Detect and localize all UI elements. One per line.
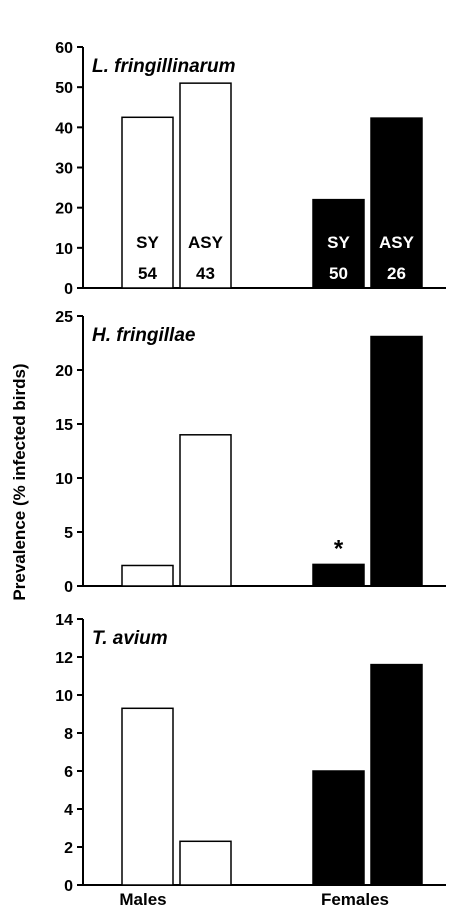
y-tick-label: 12 [55, 650, 73, 667]
bar-age-label: ASY [188, 233, 224, 252]
chart-panel-3: 0 2 4 6 8 10 12 14 T. avium [55, 612, 446, 895]
bar-males-sy [121, 564, 174, 587]
panel-title: H. fringillae [92, 325, 196, 346]
y-tick-label: 4 [64, 802, 73, 819]
bar-age-label: SY [136, 233, 159, 252]
bar-females-sy [312, 563, 365, 587]
bar-age-label: ASY [379, 233, 415, 252]
y-tick-label: 25 [55, 309, 73, 326]
bar-males-asy [179, 434, 232, 587]
bar-females-sy [312, 770, 365, 886]
y-tick-label: 14 [55, 612, 73, 629]
y-tick-label: 0 [64, 281, 73, 298]
bar-females-asy [370, 335, 423, 587]
y-tick-label: 2 [64, 840, 73, 857]
y-tick-label: 20 [55, 363, 73, 380]
y-tick-label: 6 [64, 764, 73, 781]
bar-sample-size-label: 50 [329, 264, 348, 283]
y-tick-label: 10 [55, 241, 73, 258]
y-tick-label: 30 [55, 161, 73, 178]
bar-males-sy [121, 116, 174, 289]
y-tick-label: 10 [55, 471, 73, 488]
y-tick-label: 0 [64, 579, 73, 596]
x-group-label-males: Males [119, 890, 166, 909]
chart-panel-2: 0 5 10 15 20 25 * H. fringillae [55, 309, 446, 596]
bar-females-asy [370, 117, 423, 289]
y-tick-label: 5 [64, 525, 73, 542]
y-tick-label: 20 [55, 201, 73, 218]
panel-title: T. avium [92, 628, 168, 649]
bar-females-sy [312, 198, 365, 289]
bar-males-asy [179, 82, 232, 289]
y-tick-label: 15 [55, 417, 73, 434]
y-tick-label: 10 [55, 688, 73, 705]
bar-females-asy [370, 663, 423, 886]
y-tick-label: 60 [55, 40, 73, 57]
bar-age-label: SY [327, 233, 350, 252]
panel-title: L. fringillinarum [92, 56, 236, 77]
significance-marker: * [334, 535, 344, 562]
chart-panel-1: 0 10 20 30 40 50 60 SY 54 ASY 43 SY 50 ASY 26 L. fringi… [55, 40, 446, 298]
y-tick-label: 40 [55, 120, 73, 137]
y-tick-label: 50 [55, 80, 73, 97]
bar-males-asy [179, 840, 232, 886]
y-tick-label: 8 [64, 726, 73, 743]
y-axis-label: Prevalence (% infected birds) [10, 363, 29, 600]
bar-sample-size-label: 26 [387, 264, 406, 283]
bar-sample-size-label: 43 [196, 264, 215, 283]
bar-males-sy [121, 707, 174, 886]
x-group-label-females: Females [321, 890, 389, 909]
bar-sample-size-label: 54 [138, 264, 157, 283]
y-tick-label: 0 [64, 878, 73, 895]
